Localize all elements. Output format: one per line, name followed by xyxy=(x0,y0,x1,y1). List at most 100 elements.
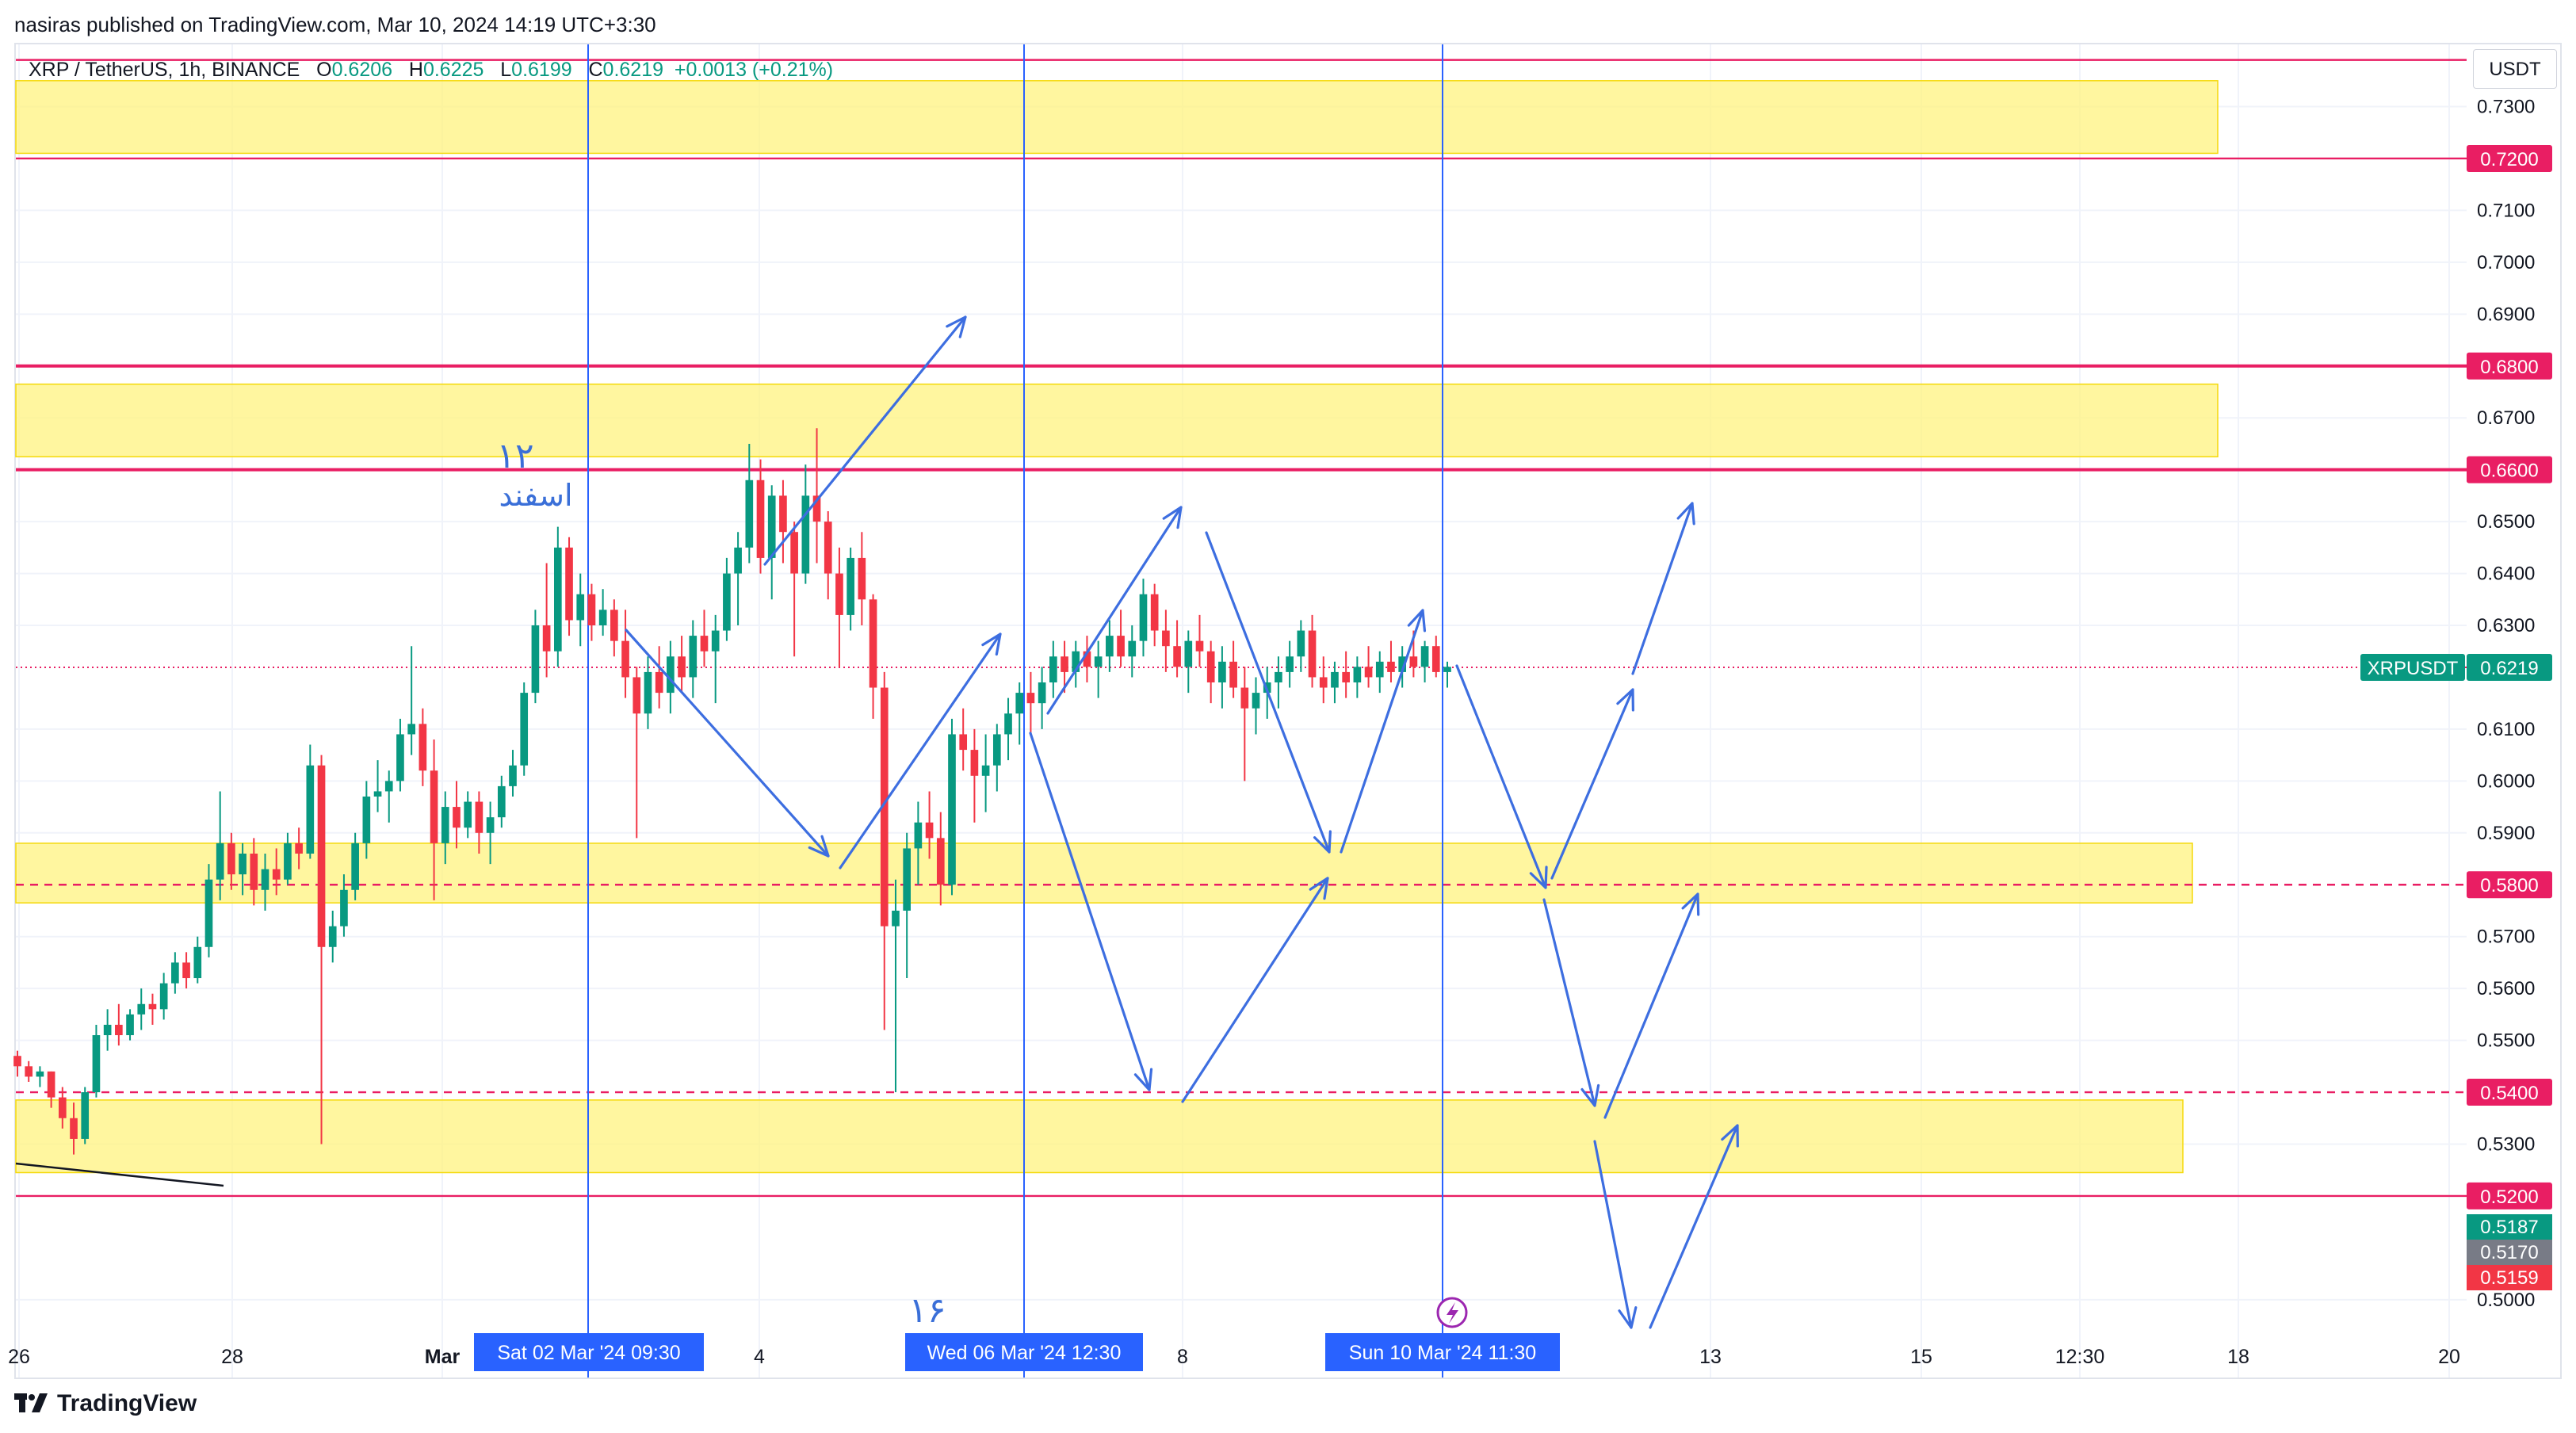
candle-body xyxy=(1420,646,1429,667)
candle-body xyxy=(644,671,652,714)
arrow-shaft[interactable] xyxy=(1649,1124,1739,1329)
candle xyxy=(1431,636,1440,678)
candle-body xyxy=(1275,671,1282,683)
candle xyxy=(340,874,348,937)
arrow-head xyxy=(1407,609,1427,632)
arrow-shaft[interactable] xyxy=(625,629,830,858)
price-tick-label: 0.6000 xyxy=(2477,770,2535,792)
candle-body xyxy=(948,734,956,885)
level-price-label: 0.5400 xyxy=(2480,1083,2538,1104)
candle-body xyxy=(667,656,675,694)
candle xyxy=(464,791,472,839)
candle xyxy=(1094,640,1103,698)
candle xyxy=(1117,610,1125,667)
candle xyxy=(587,583,596,641)
arrow-shaft[interactable] xyxy=(1631,502,1694,675)
candle-body xyxy=(362,796,371,843)
chart-frame[interactable] xyxy=(14,43,2562,1379)
candle xyxy=(892,879,900,1093)
projection-arrow[interactable] xyxy=(1046,506,1183,715)
arrow-shaft[interactable] xyxy=(1029,732,1151,1091)
candle xyxy=(1364,646,1373,688)
arrow-shaft[interactable] xyxy=(1593,1140,1633,1329)
candle xyxy=(351,832,359,900)
projection-arrow[interactable] xyxy=(1603,892,1700,1119)
level-price-badge xyxy=(2467,1079,2552,1106)
legend-high: 0.6225 xyxy=(422,59,484,81)
price-zone-rect[interactable] xyxy=(15,1099,2184,1174)
currency-button[interactable]: USDT xyxy=(2473,49,2557,89)
candle xyxy=(25,1060,33,1082)
candle-body xyxy=(306,765,315,854)
projection-arrow[interactable] xyxy=(1631,502,1695,675)
candle xyxy=(216,791,224,900)
trendline-group xyxy=(15,1162,224,1187)
price-zone-rect[interactable] xyxy=(15,843,2193,904)
projection-arrow[interactable] xyxy=(1029,732,1153,1091)
candle-body xyxy=(598,610,607,626)
projection-arrow[interactable] xyxy=(1181,877,1329,1103)
projection-arrow[interactable] xyxy=(1550,688,1634,880)
projection-arrow[interactable] xyxy=(1455,664,1548,889)
time-tick-label: 13 xyxy=(1699,1346,1722,1368)
projection-arrow[interactable] xyxy=(763,315,967,566)
candle xyxy=(204,864,213,957)
price-zone-rect[interactable] xyxy=(15,383,2219,458)
arrow-shaft[interactable] xyxy=(1046,506,1183,715)
arrow-shaft[interactable] xyxy=(839,632,1002,869)
arrow-head xyxy=(981,632,1002,656)
candle-body xyxy=(1184,640,1193,667)
candle xyxy=(1128,625,1137,678)
candle-body xyxy=(328,926,337,947)
projection-arrow[interactable] xyxy=(1340,609,1427,854)
arrow-shaft[interactable] xyxy=(1542,898,1596,1107)
arrow-shaft[interactable] xyxy=(763,315,967,566)
candle xyxy=(1240,667,1249,781)
candle xyxy=(1061,640,1068,694)
arrow-head xyxy=(1676,502,1695,525)
arrow-shaft[interactable] xyxy=(1205,531,1331,854)
time-tick-label: 18 xyxy=(2227,1346,2249,1368)
candle xyxy=(1443,661,1451,688)
candle-body xyxy=(790,532,798,574)
candle xyxy=(633,667,641,839)
trendline[interactable] xyxy=(15,1162,224,1187)
arrow-shaft[interactable] xyxy=(1550,688,1634,880)
time-tick-label: 15 xyxy=(1910,1346,1932,1368)
candle xyxy=(869,594,877,719)
arrow-shaft[interactable] xyxy=(1603,892,1699,1119)
arrow-shaft[interactable] xyxy=(1455,664,1547,889)
candle-body xyxy=(1218,661,1226,683)
candle xyxy=(227,832,235,890)
projection-arrow[interactable] xyxy=(1593,1140,1638,1329)
arrow-shaft[interactable] xyxy=(1340,609,1424,854)
candle xyxy=(1218,646,1226,709)
candle-body xyxy=(756,480,765,558)
candle-body xyxy=(317,765,326,947)
candle xyxy=(565,537,573,636)
price-zone-rect[interactable] xyxy=(15,80,2219,155)
candle xyxy=(835,547,843,667)
projection-arrow[interactable] xyxy=(839,632,1002,869)
projection-arrow[interactable] xyxy=(1542,898,1600,1107)
arrow-head xyxy=(1616,688,1634,712)
projection-arrow[interactable] xyxy=(625,629,830,858)
level-price-label: 0.6800 xyxy=(2480,357,2538,378)
candle-body xyxy=(396,734,404,781)
candle xyxy=(576,573,585,647)
tradingview-footer[interactable]: TradingView xyxy=(14,1390,197,1417)
projection-arrow[interactable] xyxy=(1205,531,1332,854)
candle xyxy=(81,1087,90,1144)
candle-body xyxy=(936,838,945,885)
projection-arrow[interactable] xyxy=(1649,1124,1739,1329)
candle xyxy=(689,620,698,698)
candle-body xyxy=(678,656,686,678)
candle-body xyxy=(419,724,427,771)
candle-body xyxy=(1094,656,1103,667)
tradingview-logo-icon xyxy=(14,1393,48,1412)
candle-body xyxy=(171,962,179,984)
arrow-shaft[interactable] xyxy=(1181,877,1329,1103)
time-marker-badge xyxy=(1325,1333,1560,1371)
